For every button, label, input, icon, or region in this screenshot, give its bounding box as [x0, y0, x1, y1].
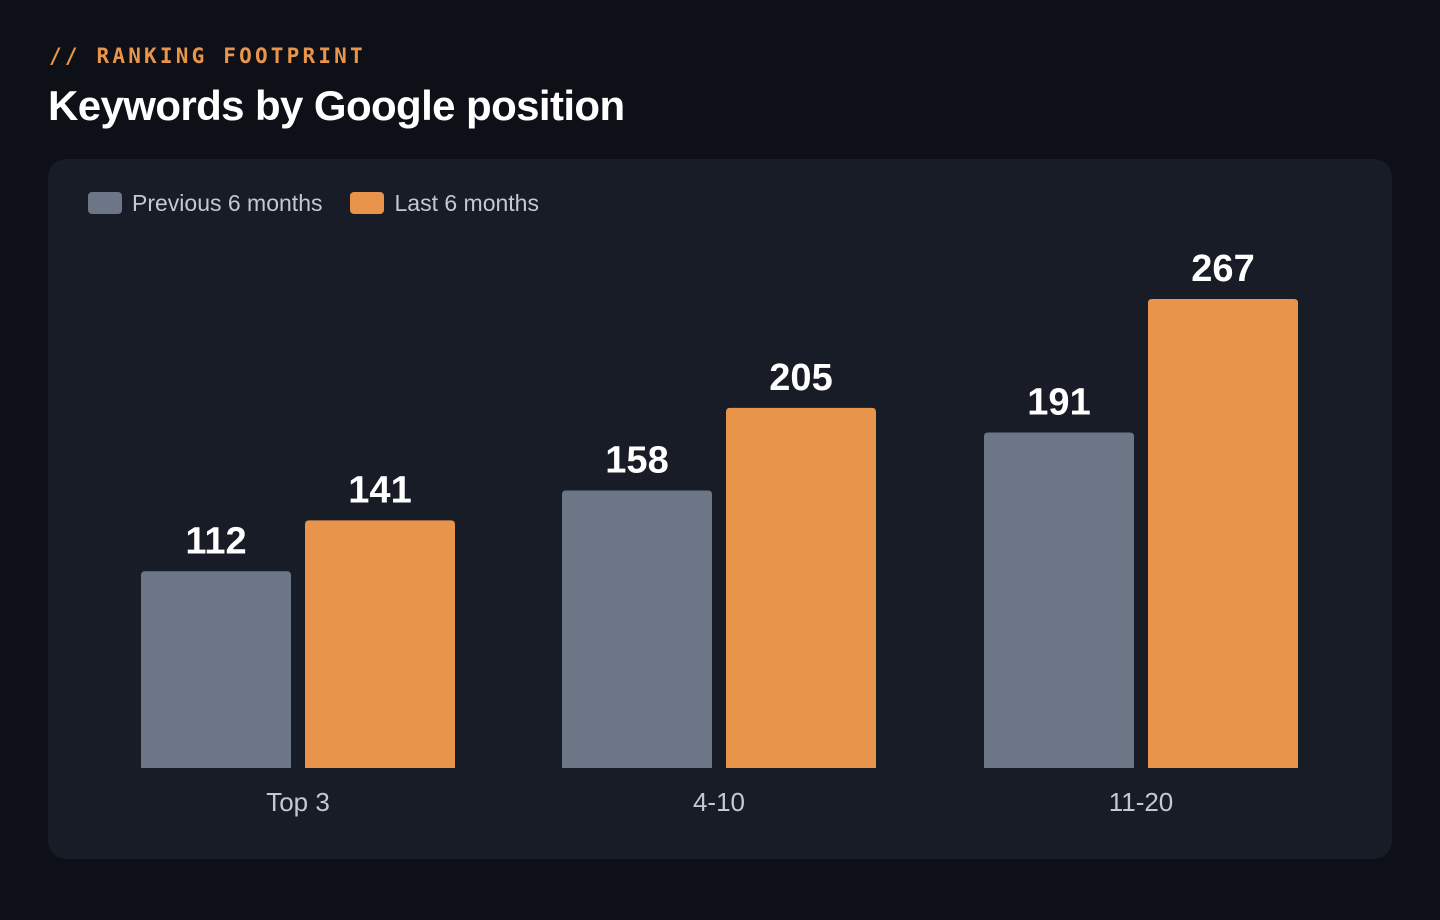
value-label-previous-4-10: 158	[605, 439, 668, 481]
legend-label-previous: Previous 6 months	[132, 189, 323, 216]
legend-swatch-previous	[88, 192, 122, 214]
eyebrow-label: // RANKING FOOTPRINT	[49, 44, 366, 68]
legend-label-last: Last 6 months	[394, 189, 539, 216]
bar-previous-top-3	[141, 571, 291, 768]
value-label-previous-11-20: 191	[1027, 381, 1090, 423]
chart-legend: Previous 6 months Last 6 months	[88, 188, 567, 218]
bars-layer	[141, 299, 1298, 768]
bar-chart: 112 141 158 205 191 267 Top 3 4-10 11-20	[141, 248, 1298, 817]
value-label-last-top-3: 141	[348, 469, 411, 511]
bar-previous-4-10	[562, 490, 712, 768]
bar-last-4-10	[726, 407, 876, 768]
bar-last-11-20	[1148, 299, 1298, 768]
category-label-4-10: 4-10	[693, 787, 745, 817]
category-label-top-3: Top 3	[266, 787, 330, 817]
bar-previous-11-20	[984, 432, 1134, 768]
value-labels-layer: 112 141 158 205 191 267	[185, 248, 1254, 562]
bar-last-top-3	[305, 520, 455, 768]
value-label-last-11-20: 267	[1191, 248, 1254, 290]
legend-item-last: Last 6 months	[350, 189, 539, 217]
chart-card: Previous 6 months Last 6 months 112 141 15…	[48, 159, 1392, 859]
legend-swatch-last	[350, 192, 385, 214]
page-title: Keywords by Google position	[48, 82, 625, 129]
legend-item-previous: Previous 6 months	[88, 190, 322, 217]
value-label-last-4-10: 205	[769, 357, 832, 399]
category-labels-layer: Top 3 4-10 11-20	[266, 787, 1173, 817]
category-label-11-20: 11-20	[1109, 787, 1174, 817]
value-label-previous-top-3: 112	[185, 520, 246, 562]
